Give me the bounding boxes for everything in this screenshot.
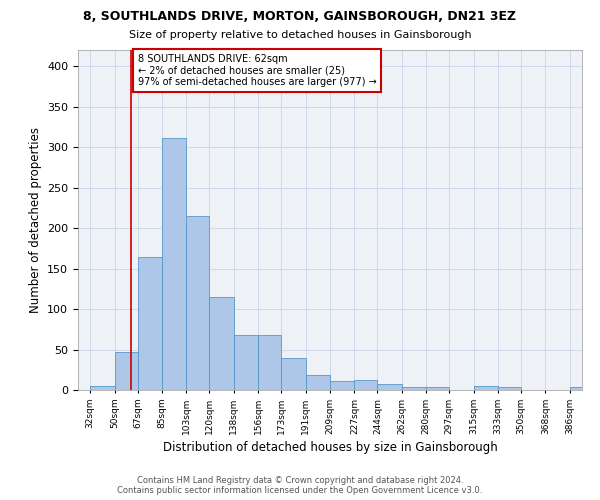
Bar <box>355 380 377 390</box>
Bar <box>305 374 330 390</box>
Text: 8 SOUTHLANDS DRIVE: 62sqm
← 2% of detached houses are smaller (25)
97% of semi-d: 8 SOUTHLANDS DRIVE: 62sqm ← 2% of detach… <box>137 54 376 87</box>
Y-axis label: Number of detached properties: Number of detached properties <box>29 127 41 313</box>
Bar <box>187 216 209 390</box>
Bar <box>377 384 402 390</box>
X-axis label: Distribution of detached houses by size in Gainsborough: Distribution of detached houses by size … <box>163 441 497 454</box>
Bar <box>473 386 498 390</box>
Text: 8, SOUTHLANDS DRIVE, MORTON, GAINSBOROUGH, DN21 3EZ: 8, SOUTHLANDS DRIVE, MORTON, GAINSBOROUG… <box>83 10 517 23</box>
Bar <box>209 297 234 390</box>
Bar <box>281 358 305 390</box>
Bar <box>137 257 162 390</box>
Bar <box>498 387 521 390</box>
Text: Size of property relative to detached houses in Gainsborough: Size of property relative to detached ho… <box>128 30 472 40</box>
Text: Contains HM Land Registry data © Crown copyright and database right 2024.
Contai: Contains HM Land Registry data © Crown c… <box>118 476 482 495</box>
Bar <box>426 387 449 390</box>
Bar <box>115 352 137 390</box>
Bar <box>570 387 594 390</box>
Bar <box>234 335 258 390</box>
Bar <box>330 381 355 390</box>
Bar <box>258 335 281 390</box>
Bar <box>90 386 115 390</box>
Bar <box>402 387 426 390</box>
Bar <box>162 138 187 390</box>
